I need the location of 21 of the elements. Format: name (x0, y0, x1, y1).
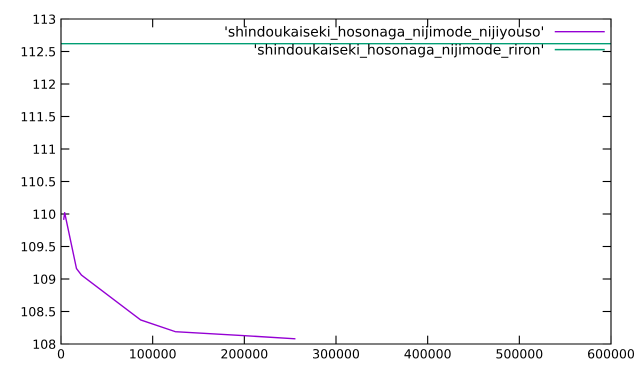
y-tick-label: 111.5 (22, 112, 56, 122)
y-tick-label: 108 (34, 339, 56, 349)
y-tick-label: 112.5 (22, 46, 56, 56)
y-tick-label: 113 (34, 14, 56, 24)
x-tick-label: 500000 (496, 349, 542, 359)
y-tick-label: 111 (34, 144, 55, 154)
legend-label: 'shindoukaiseki_hosonaga_nijimode_riron' (254, 44, 544, 58)
y-tick-label: 112 (34, 79, 55, 89)
y-tick-label: 108.5 (22, 306, 56, 316)
y-tick-label: 110 (34, 209, 56, 219)
line-series (63, 212, 296, 340)
x-tick-label: 400000 (404, 349, 451, 359)
x-tick-label: 100000 (130, 349, 176, 359)
x-tick-label: 600000 (588, 349, 634, 359)
x-tick-label: 200000 (221, 349, 268, 359)
x-tick-label: 0 (58, 349, 64, 359)
legend-label: 'shindoukaiseki_hosonaga_nijimode_nijiyouso' (225, 26, 544, 40)
y-tick-label: 110.5 (22, 176, 56, 186)
y-tick-label: 109.5 (22, 242, 56, 252)
x-tick-label: 300000 (313, 349, 360, 359)
y-tick-label: 109 (34, 274, 56, 284)
